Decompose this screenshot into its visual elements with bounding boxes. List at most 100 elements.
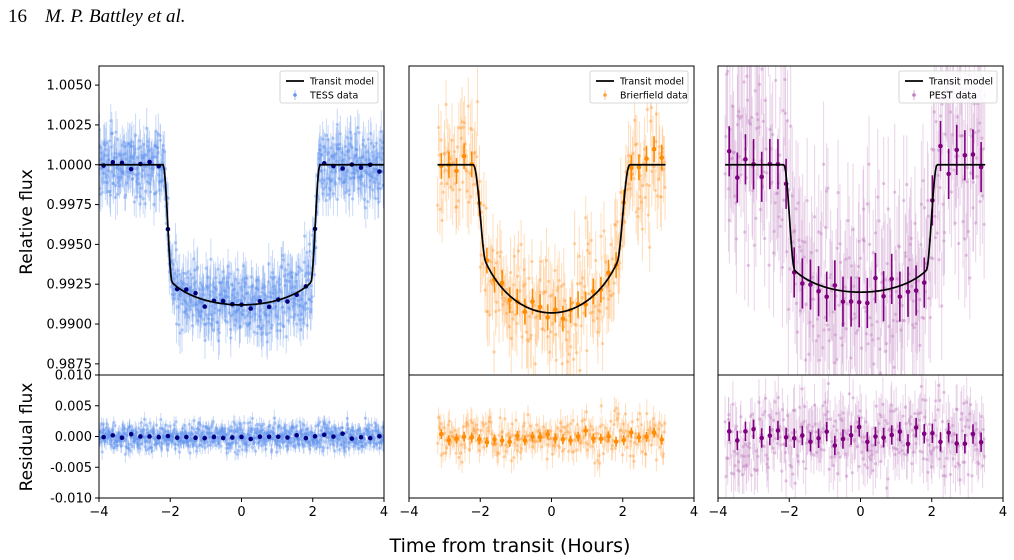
raw-data-point <box>287 306 291 310</box>
raw-data-point <box>952 168 956 172</box>
raw-data-point <box>301 317 305 322</box>
raw-data-point <box>289 440 293 444</box>
raw-data-point <box>161 148 165 152</box>
raw-data-point <box>219 429 223 433</box>
raw-data-point <box>347 148 351 153</box>
raw-data-point <box>442 152 447 156</box>
raw-data-point <box>309 299 314 304</box>
raw-data-point <box>353 171 357 175</box>
raw-data-point <box>161 427 165 431</box>
raw-data-point <box>351 433 355 437</box>
raw-data-point <box>450 138 454 142</box>
raw-data-point <box>627 154 631 158</box>
raw-data-point <box>196 431 200 436</box>
raw-data-point <box>347 446 351 450</box>
raw-data-point <box>367 172 372 176</box>
raw-data-point <box>200 301 205 305</box>
raw-data-point <box>370 150 374 155</box>
raw-data-point <box>305 279 309 283</box>
raw-data-point <box>160 179 164 183</box>
raw-data-point <box>219 293 223 297</box>
raw-data-point <box>351 166 355 170</box>
raw-data-point <box>122 145 127 149</box>
raw-data-point <box>124 439 128 443</box>
raw-data-point <box>642 147 647 151</box>
raw-data-point <box>283 268 288 272</box>
raw-data-point <box>783 77 787 82</box>
raw-data-point <box>237 326 242 330</box>
raw-data-point <box>156 132 160 136</box>
raw-data-point <box>158 441 162 445</box>
raw-data-point <box>919 243 923 247</box>
raw-data-point <box>256 287 260 292</box>
raw-data-point <box>616 267 621 271</box>
raw-data-point <box>109 443 113 447</box>
raw-data-point <box>196 319 200 323</box>
raw-data-point <box>235 429 240 434</box>
raw-data-point <box>136 443 140 447</box>
raw-data-point <box>338 132 342 136</box>
raw-data-point <box>171 288 175 292</box>
raw-data-point <box>122 140 126 144</box>
raw-data-point <box>141 197 145 201</box>
raw-data-point <box>269 450 274 454</box>
raw-data-point <box>360 440 364 444</box>
legend-data-swatch <box>912 93 916 97</box>
raw-data-point <box>767 263 771 267</box>
raw-data-point <box>812 297 816 301</box>
raw-data-point <box>831 310 835 314</box>
raw-data-point <box>172 423 176 427</box>
raw-data-point <box>636 207 640 211</box>
raw-data-point <box>231 312 235 316</box>
raw-data-point <box>99 186 102 191</box>
raw-data-point <box>103 143 107 147</box>
binned-data-point <box>759 174 764 180</box>
raw-data-point <box>282 325 286 329</box>
raw-data-point <box>608 289 612 293</box>
raw-data-point <box>345 422 349 427</box>
raw-data-point <box>585 248 590 252</box>
raw-data-point <box>197 428 201 433</box>
raw-data-point <box>104 432 108 436</box>
raw-data-point <box>238 421 242 425</box>
raw-data-point <box>177 450 182 454</box>
raw-data-point <box>253 312 257 316</box>
raw-data-point <box>203 445 207 450</box>
raw-data-point <box>308 249 312 253</box>
raw-data-point <box>268 423 272 427</box>
raw-data-point <box>177 323 181 327</box>
binned-data-point <box>560 316 566 321</box>
raw-data-point <box>142 417 147 421</box>
raw-data-point <box>948 110 953 114</box>
raw-data-point <box>927 296 931 300</box>
raw-data-point <box>269 275 273 279</box>
raw-data-point <box>135 182 140 186</box>
binned-data-point <box>340 166 345 171</box>
binned-data-point <box>970 152 976 157</box>
raw-data-point <box>311 441 316 445</box>
raw-data-point <box>435 203 440 207</box>
raw-data-point <box>118 152 122 156</box>
raw-data-point <box>332 156 336 160</box>
raw-data-point <box>201 424 205 428</box>
raw-data-point <box>355 147 359 152</box>
raw-data-point <box>336 146 340 151</box>
raw-data-point <box>548 294 552 298</box>
raw-data-point <box>768 127 772 132</box>
raw-data-point <box>376 186 381 190</box>
raw-data-point <box>141 156 146 160</box>
raw-data-point <box>112 441 116 446</box>
raw-data-point <box>322 422 326 426</box>
raw-data-point <box>567 352 571 356</box>
raw-data-point <box>489 260 493 264</box>
raw-data-point <box>346 441 351 446</box>
raw-data-point <box>844 257 848 261</box>
raw-data-point <box>543 290 548 294</box>
legend-box <box>898 70 998 104</box>
raw-data-point <box>337 168 342 172</box>
raw-data-point <box>562 282 566 286</box>
raw-data-point <box>781 108 785 113</box>
raw-data-point <box>822 328 826 332</box>
raw-data-point <box>143 202 147 206</box>
raw-data-point <box>949 190 953 194</box>
